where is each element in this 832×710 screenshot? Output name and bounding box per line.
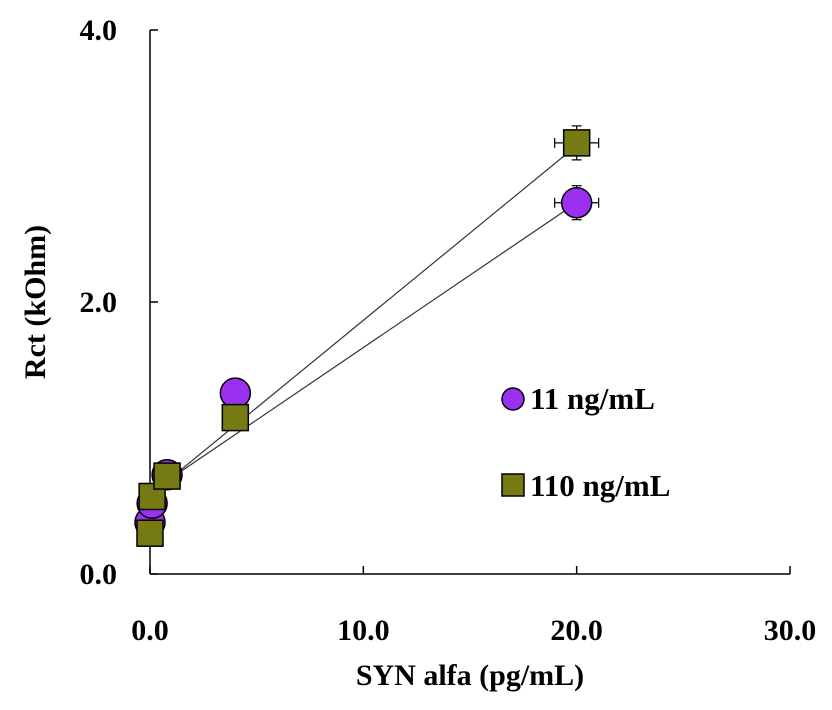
y-tick-label: 4.0 — [80, 14, 118, 47]
x-tick-label: 10.0 — [337, 614, 390, 647]
x-tick-label: 30.0 — [764, 614, 817, 647]
data-point-square — [562, 129, 591, 157]
y-axis-title: Rct (kOhm) — [19, 225, 52, 379]
x-tick-label: 20.0 — [550, 614, 603, 647]
legend-marker-square — [501, 473, 525, 497]
legend-marker-circle — [501, 387, 525, 411]
legend-label-series-2: 110 ng/mL — [530, 468, 670, 503]
legend: 11 ng/mL 110 ng/mL — [501, 381, 670, 503]
fit-line — [149, 145, 578, 496]
legend-label-series-1: 11 ng/mL — [530, 381, 655, 416]
data-point-circle — [560, 186, 593, 219]
y-tick-label: 2.0 — [80, 286, 118, 319]
data-point-square — [221, 403, 250, 432]
x-tick-label: 0.0 — [131, 614, 169, 647]
axes — [149, 29, 791, 575]
data-point-square — [136, 519, 164, 547]
tick-labels: 0.0 10.0 20.0 30.0 0.0 2.0 4.0 — [80, 14, 817, 647]
data-point-square — [153, 462, 181, 490]
data-marks — [134, 125, 600, 547]
fit-lines — [149, 145, 578, 496]
fit-line — [149, 202, 578, 493]
y-tick-label: 0.0 — [80, 558, 118, 591]
x-axis-title: SYN alfa (pg/mL) — [356, 659, 584, 692]
data-point-circle — [219, 377, 252, 409]
